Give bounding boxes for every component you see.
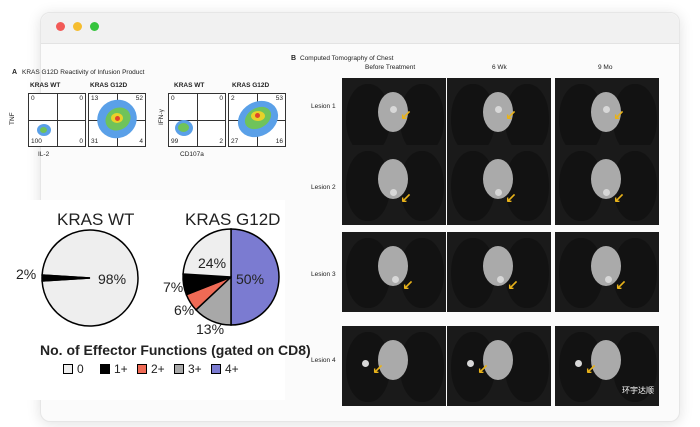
pie-title-wt: KRAS WT [57,210,135,229]
arrow-icon: ↙ [613,107,625,123]
quadrant-value: 0 [171,95,175,102]
pie-label-wt-98: 98% [98,271,127,287]
pie-wt [41,229,139,327]
ct-image: ↙ [342,232,446,312]
column-header-6wk: 6 Wk [492,64,507,71]
arrow-icon: ↙ [402,277,414,293]
arrow-icon: ↙ [613,190,625,206]
maximize-window-button[interactable] [90,22,99,31]
flow-density-core [178,123,189,132]
column-header-9mo: 9 Mo [598,64,613,71]
quadrant-value: 0 [31,95,35,102]
flow-plot-2: 13 52 31 4 [88,92,146,147]
quadrant-value: 0 [79,95,83,102]
watermark-text: 环宇达顺 [622,386,654,395]
row-label-lesion4: Lesion 4 [311,357,336,364]
legend-swatch-4 [211,364,221,374]
row-label-lesion2: Lesion 2 [311,184,336,191]
ct-image: ↙ [555,78,659,158]
panel-a-label: A [12,69,18,76]
legend-swatch-0 [63,364,73,374]
quadrant-value: 99 [171,138,179,145]
legend-swatch-1 [100,364,110,374]
ct-image: ↙ [555,326,659,406]
pie-slice-1 [41,274,91,282]
pie-label-g12d-13: 13% [196,321,225,337]
panel-a-title: KRAS G12D Reactivity of Infusion Product [22,69,145,76]
panel-b-label: B [291,55,297,62]
ct-image: ↙ [447,78,551,158]
pie-slice-4 [182,228,232,278]
legend-label-2: 2+ [151,362,165,376]
column-header-before: Before Treatment [365,64,416,71]
quadrant-value: 27 [231,138,239,145]
pie-slice-0 [41,229,139,327]
pie-label-g12d-7: 7% [163,279,184,295]
flow-density-core [40,127,47,133]
arrow-icon: ↙ [505,107,517,123]
quadrant-value: 31 [91,138,99,145]
ct-image: ↙ [555,145,659,225]
axis-label-il2: IL-2 [38,151,50,158]
pie-label-wt-2: 2% [16,266,37,282]
quadrant-value: 2 [219,138,223,145]
quadrant-value: 100 [31,138,42,145]
close-window-button[interactable] [56,22,65,31]
flow-title-3: KRAS WT [174,82,205,89]
window-titlebar [41,13,679,44]
legend-label-1: 1+ [114,362,128,376]
minimize-window-button[interactable] [73,22,82,31]
arrow-icon: ↙ [400,190,412,206]
pie-title-g12d: KRAS G12D [185,210,281,229]
quadrant-value: 4 [139,138,143,145]
quadrant-value: 0 [219,95,223,102]
row-label-lesion1: Lesion 1 [311,103,336,110]
quadrant-value: 13 [91,95,99,102]
ct-image: ↙ [447,232,551,312]
ct-image: ↙ [342,145,446,225]
legend-label-0: 0 [77,362,84,376]
arrow-icon: ↙ [400,107,412,123]
flow-title-4: KRAS G12D [232,82,270,89]
arrow-icon: ↙ [372,361,384,377]
ct-image: ↙ [342,326,446,406]
flow-plot-4: 2 53 27 16 [228,93,286,147]
pie-slice-0 [230,228,280,326]
ct-image: ↙ [555,232,659,312]
row-label-lesion3: Lesion 3 [311,271,336,278]
flow-title-2: KRAS G12D [90,82,128,89]
legend-swatch-3 [174,364,184,374]
quadrant-value: 16 [275,138,283,145]
arrow-icon: ↙ [615,277,627,293]
legend-label-4: 4+ [225,362,239,376]
flow-plot-3: 0 0 99 2 [168,93,226,147]
quadrant-value: 53 [275,95,283,102]
quadrant-value: 2 [231,95,235,102]
legend-label-3: 3+ [188,362,202,376]
quadrant-value: 52 [135,95,143,102]
pie-label-g12d-50: 50% [236,271,265,287]
arrow-icon: ↙ [507,277,519,293]
flow-density-max [115,116,120,121]
flow-plot-1: 0 0 100 0 [28,93,86,147]
pie-g12d [182,228,280,326]
flow-density-max [255,113,260,118]
arrow-icon: ↙ [477,361,489,377]
ct-image: ↙ [447,326,551,406]
arrow-icon: ↙ [585,361,597,377]
quadrant-value: 0 [79,138,83,145]
pie-label-g12d-24: 24% [198,255,227,271]
arrow-icon: ↙ [505,190,517,206]
pie-footer-title: No. of Effector Functions (gated on CD8) [40,342,311,358]
flow-title-1: KRAS WT [30,82,61,89]
panel-b-title: Computed Tomography of Chest [300,55,394,62]
ct-image: ↙ [447,145,551,225]
legend-swatch-2 [137,364,147,374]
pie-label-g12d-6: 6% [174,302,195,318]
axis-label-cd107a: CD107a [180,151,204,158]
ct-image: ↙ [342,78,446,158]
